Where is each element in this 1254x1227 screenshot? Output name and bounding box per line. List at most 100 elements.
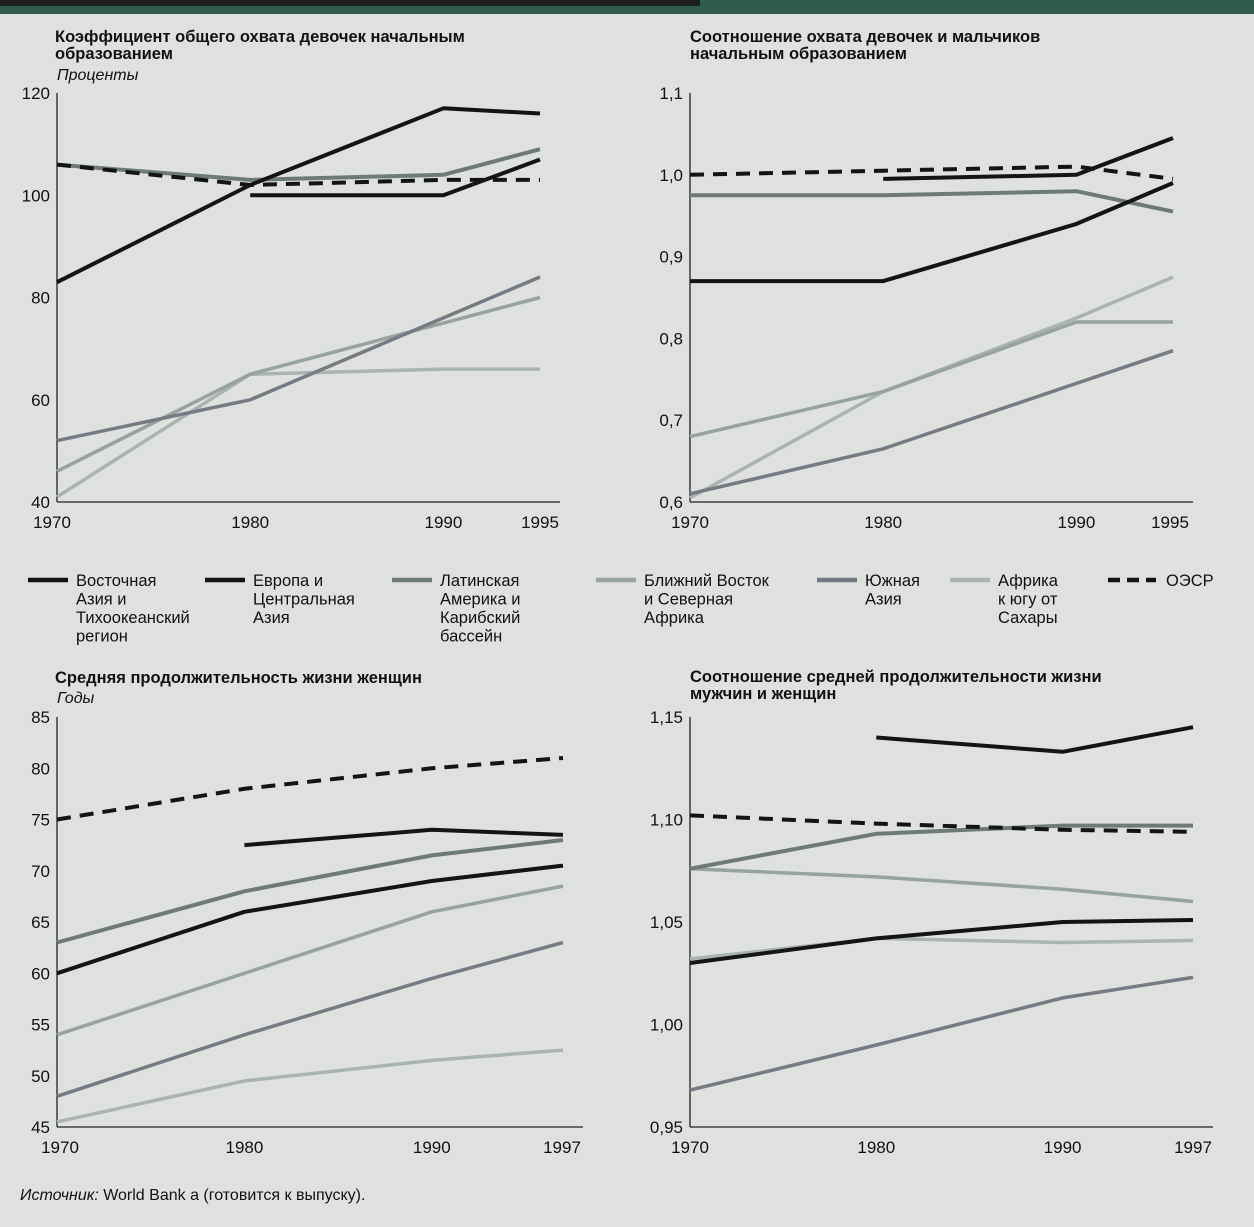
- x-tick-label: 1970: [33, 513, 71, 532]
- series-line-oecd: [56, 162, 540, 187]
- chart-title-line: Соотношение средней продолжительности жи…: [690, 668, 1102, 686]
- legend-label-line: и Северная: [644, 591, 733, 609]
- source-label: Источник:: [20, 1187, 99, 1204]
- legend-label-line: к югу от: [998, 591, 1058, 609]
- legend-label-line: Африка: [644, 609, 705, 627]
- legend-label-line: Азия и: [76, 591, 127, 609]
- series-line-europe: [883, 136, 1174, 181]
- series-line-mena: [56, 295, 541, 473]
- x-tick-label: 1997: [543, 1138, 581, 1157]
- series-line-east-asia: [690, 181, 1174, 284]
- x-tick-label: 1980: [225, 1138, 263, 1157]
- x-tick-label: 1990: [1057, 513, 1095, 532]
- y-tick-label: 0,7: [659, 411, 683, 430]
- series-line-ssa: [689, 936, 1194, 961]
- y-tick-label: 40: [31, 493, 50, 512]
- x-tick-label: 1997: [1174, 1138, 1212, 1157]
- y-tick-label: 0,8: [659, 329, 683, 348]
- legend-label-line: ОЭСР: [1166, 572, 1214, 590]
- y-tick-label: 1,1: [659, 84, 683, 103]
- y-tick-label: 75: [31, 811, 50, 830]
- x-tick-label: 1970: [41, 1138, 79, 1157]
- y-tick-label: 120: [22, 84, 50, 103]
- series-line-latam: [56, 147, 541, 182]
- y-tick-label: 1,05: [650, 913, 683, 932]
- legend-label-line: Латинская: [440, 572, 519, 590]
- chart-title-line: образованием: [55, 45, 173, 63]
- series-line-ssa: [689, 275, 1174, 500]
- y-tick-label: 0,9: [659, 248, 683, 267]
- y-tick-label: 1,00: [650, 1016, 683, 1035]
- x-tick-label: 1970: [671, 1138, 709, 1157]
- legend-label-line: Африка: [998, 572, 1059, 590]
- legend-label-line: Ближний Восток: [644, 572, 770, 590]
- source-note: Источник: World Bank a (готовится к выпу…: [20, 1187, 365, 1204]
- series-line-mena: [689, 320, 1173, 439]
- series-line-europe: [876, 725, 1194, 754]
- chart-title-line: начальным образованием: [690, 45, 907, 63]
- x-tick-label: 1995: [1151, 513, 1189, 532]
- y-tick-label: 100: [22, 186, 50, 205]
- series-line-ssa: [56, 367, 540, 499]
- series-line-latam: [689, 823, 1193, 871]
- series-line-europe: [250, 157, 541, 198]
- legend-label-line: Америка и: [440, 591, 520, 609]
- series-line-southasia: [689, 349, 1174, 496]
- series-line-latam: [690, 189, 1174, 214]
- x-tick-label: 1990: [424, 513, 462, 532]
- y-tick-label: 85: [31, 708, 50, 727]
- y-tick-label: 1,15: [650, 708, 683, 727]
- y-tick-label: 80: [31, 759, 50, 778]
- chart-title-line: Средняя продолжительность жизни женщин: [55, 669, 422, 687]
- series-line-ssa: [56, 1048, 564, 1124]
- y-unit-label: Проценты: [57, 67, 139, 84]
- y-tick-label: 1,10: [650, 811, 683, 830]
- series-line-oecd: [56, 756, 564, 822]
- y-tick-label: 55: [31, 1016, 50, 1035]
- y-tick-label: 80: [31, 289, 50, 308]
- legend-label-line: Тихоокеанский: [76, 609, 190, 627]
- y-tick-label: 50: [31, 1067, 50, 1086]
- panel-female-life-expectancy: Средняя продолжительность жизни женщин Го…: [31, 669, 583, 1157]
- series-line-mena: [56, 884, 564, 1037]
- panel-life-expectancy-ratio: Соотношение средней продолжительности жи…: [650, 668, 1213, 1157]
- legend-label-line: Европа и: [253, 572, 323, 590]
- series-line-oecd: [689, 813, 1194, 834]
- chart-title-line: Коэффициент общего охвата девочек началь…: [55, 28, 465, 46]
- x-tick-label: 1995: [521, 513, 559, 532]
- y-tick-label: 70: [31, 862, 50, 881]
- chart-title-line: мужчин и женщин: [690, 685, 836, 703]
- x-tick-label: 1990: [1044, 1138, 1082, 1157]
- y-tick-label: 60: [31, 964, 50, 983]
- series-line-oecd: [689, 164, 1174, 181]
- x-tick-label: 1980: [231, 513, 269, 532]
- top-banner-dark-strip: [0, 0, 700, 6]
- legend-label-line: Центральная: [253, 591, 355, 609]
- series-line-southasia: [689, 975, 1194, 1092]
- legend-label-line: Азия: [865, 591, 902, 609]
- y-tick-label: 45: [31, 1118, 50, 1137]
- source-text: World Bank a (готовится к выпуску).: [99, 1187, 366, 1204]
- series-line-east-asia: [689, 918, 1194, 965]
- panel-girls-enrollment: Коэффициент общего охвата девочек началь…: [22, 28, 560, 532]
- x-tick-label: 1990: [413, 1138, 451, 1157]
- y-tick-label: 65: [31, 913, 50, 932]
- x-tick-label: 1970: [671, 513, 709, 532]
- legend-label-line: бассейн: [440, 628, 502, 646]
- x-tick-label: 1980: [857, 1138, 895, 1157]
- legend-label-line: регион: [76, 628, 128, 646]
- y-unit-label: Годы: [57, 690, 95, 707]
- series-line-latam: [56, 838, 564, 945]
- legend-label-line: Восточная: [76, 572, 156, 590]
- panel-girls-boys-ratio: Соотношение охвата девочек и мальчиковна…: [659, 28, 1193, 532]
- y-tick-label: 60: [31, 391, 50, 410]
- x-tick-label: 1980: [864, 513, 902, 532]
- series-line-east-asia: [56, 863, 564, 976]
- y-tick-label: 0,6: [659, 493, 683, 512]
- series-line-southasia: [56, 940, 564, 1098]
- legend-label-line: Карибский: [440, 609, 520, 627]
- series-line-mena: [689, 866, 1194, 904]
- chart-title-line: Соотношение охвата девочек и мальчиков: [690, 28, 1040, 46]
